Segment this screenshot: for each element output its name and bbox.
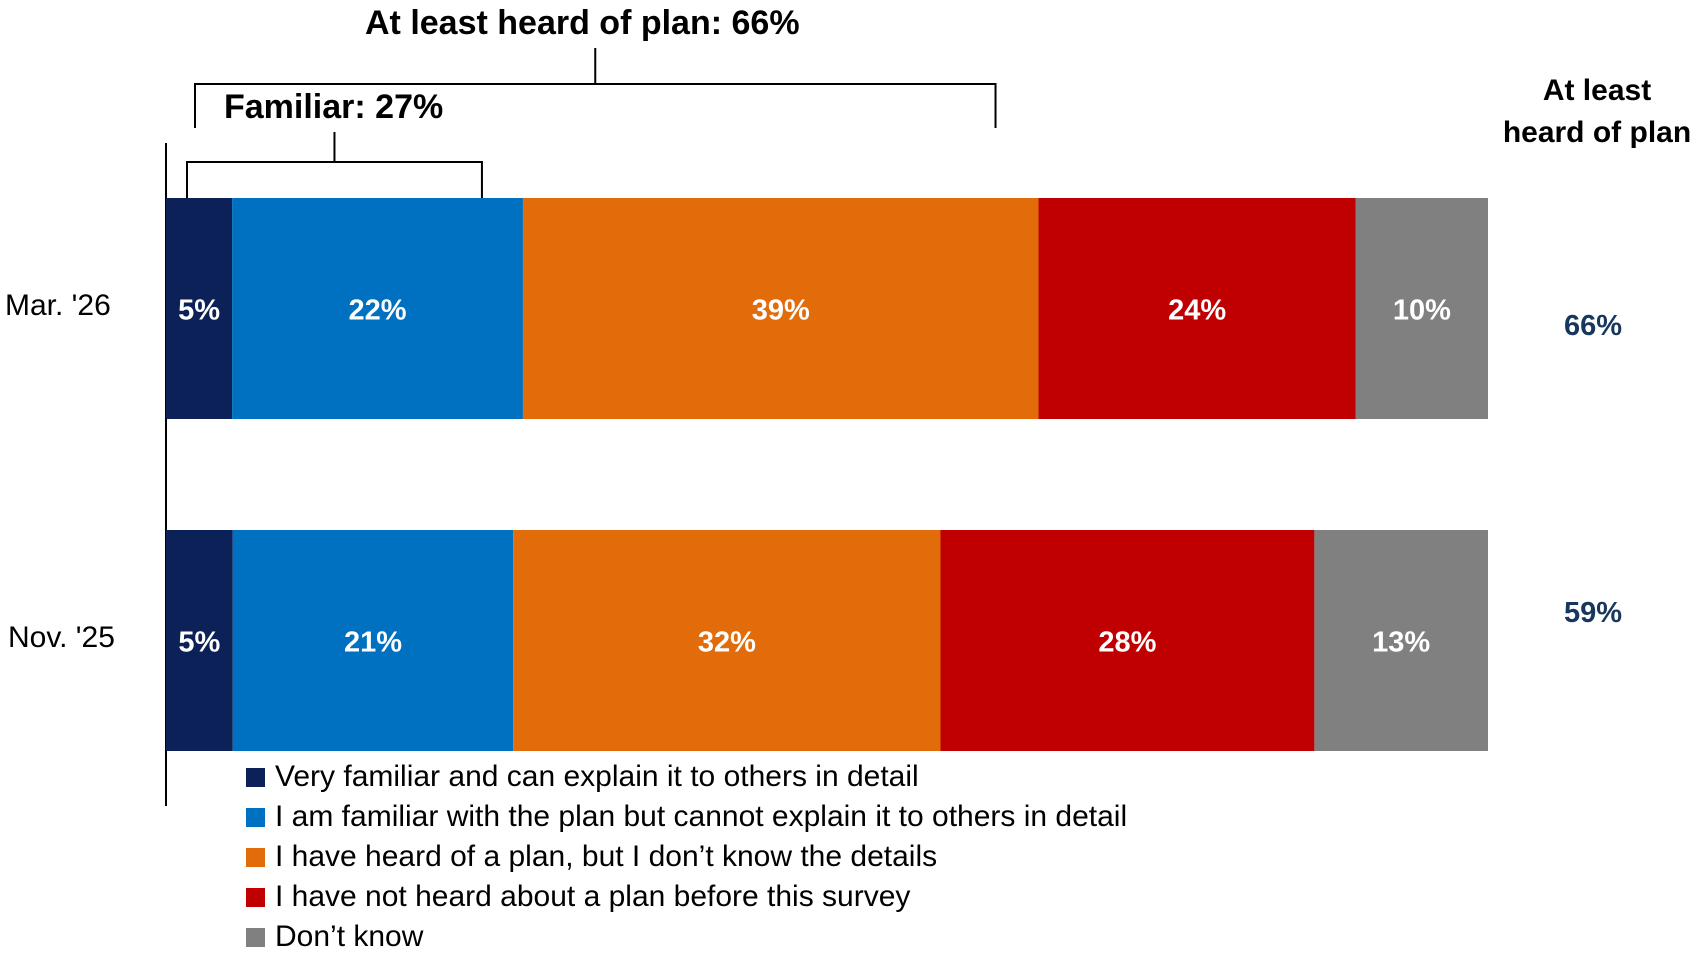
legend-label: I have not heard about a plan before thi… <box>275 880 911 913</box>
bar-data-label: 22% <box>348 295 406 327</box>
legend-item: I have not heard about a plan before thi… <box>246 877 1127 917</box>
right-column-header: At least heard of plan <box>1478 70 1703 154</box>
legend-item: Very familiar and can explain it to othe… <box>246 757 1127 797</box>
legend-item: Don’t know <box>246 917 1127 957</box>
outer-bracket-label: At least heard of plan: 66% <box>365 4 800 42</box>
bar-segment <box>940 530 1315 751</box>
legend-label: Don’t know <box>275 920 424 953</box>
inner-bracket-label: Familiar: 27% <box>224 88 444 126</box>
legend-swatch <box>246 767 265 787</box>
bar-data-label: 32% <box>698 627 756 659</box>
bar-data-label: 28% <box>1098 627 1156 659</box>
bar-segment <box>1038 198 1356 419</box>
bar-data-label: 5% <box>178 627 220 659</box>
inner-bracket <box>186 161 483 198</box>
bar-data-label: 24% <box>1168 295 1226 327</box>
bar-data-label: 5% <box>178 295 220 327</box>
bar-segment <box>522 198 1039 419</box>
right-column-header-line1: At least <box>1542 74 1652 107</box>
bar-data-label: 10% <box>1393 295 1451 327</box>
category-label-mar-26: Mar. '26 <box>5 289 111 322</box>
legend-swatch <box>246 927 265 947</box>
legend-item: I have heard of a plan, but I don’t know… <box>246 837 1127 877</box>
bar-segment <box>513 530 941 751</box>
bar-segment <box>166 198 233 419</box>
legend-swatch <box>246 887 265 907</box>
legend-label: Very familiar and can explain it to othe… <box>275 760 919 793</box>
category-label-nov-25: Nov. '25 <box>8 621 115 654</box>
legend-item: I am familiar with the plan but cannot e… <box>246 797 1127 837</box>
bar-data-label: 39% <box>752 295 810 327</box>
legend-swatch <box>246 807 265 827</box>
legend-label: I am familiar with the plan but cannot e… <box>275 800 1128 833</box>
bar-segment <box>166 530 233 751</box>
right-value-mar-26: 66% <box>1564 310 1623 342</box>
bar-segment <box>232 530 514 751</box>
legend-label: I have heard of a plan, but I don’t know… <box>275 840 938 873</box>
bar-segment <box>1314 530 1488 751</box>
right-column-header-line2: heard of plan <box>1502 116 1692 149</box>
legend: Very familiar and can explain it to othe… <box>246 757 1127 957</box>
bar-segment <box>1355 198 1488 419</box>
bar-segment <box>232 198 523 419</box>
bar-data-label: 21% <box>344 627 402 659</box>
right-value-nov-25: 59% <box>1564 597 1623 629</box>
bar-data-label: 13% <box>1372 627 1430 659</box>
legend-swatch <box>246 847 265 867</box>
